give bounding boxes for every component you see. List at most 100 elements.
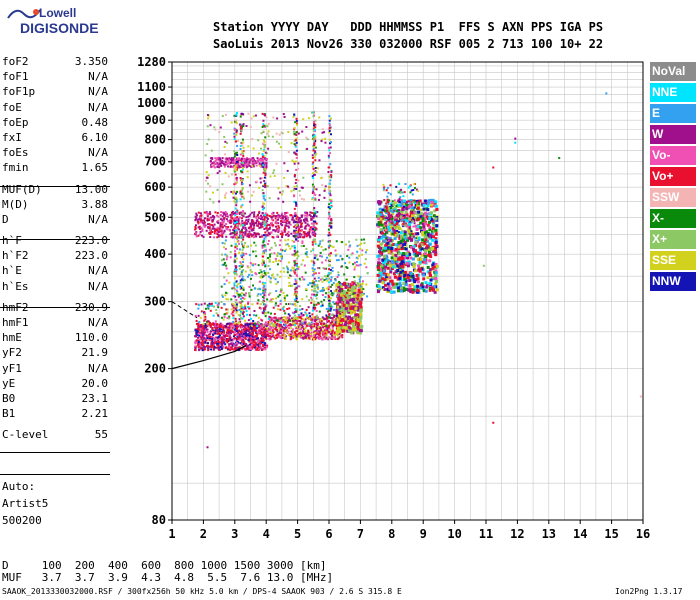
echo-point [298, 316, 301, 319]
echo-point [384, 254, 388, 258]
echo-point [356, 293, 360, 297]
echo-point [312, 167, 315, 170]
echo-point [414, 240, 418, 244]
echo-point [303, 320, 306, 323]
echo-point [356, 323, 360, 327]
echo-point [258, 226, 261, 229]
echo-point [230, 312, 233, 315]
echo-point [247, 220, 250, 223]
echo-point [328, 305, 331, 308]
echo-point [377, 261, 381, 265]
echo-point [236, 166, 239, 169]
echo-point [221, 226, 224, 229]
echo-point [239, 153, 242, 156]
echo-point [245, 230, 248, 233]
echo-point [419, 208, 423, 212]
echo-point [385, 238, 389, 242]
echo-point [348, 329, 352, 333]
echo-point [319, 331, 322, 334]
echo-point [424, 249, 428, 253]
echo-point [333, 316, 336, 319]
echo-point [403, 203, 406, 206]
echo-point [398, 208, 401, 211]
echo-point [390, 217, 394, 221]
echo-point [384, 209, 388, 213]
echo-point [229, 332, 232, 335]
echo-point [252, 345, 255, 348]
param-row: foF2 3.350 [2, 55, 110, 70]
echo-point [240, 129, 243, 132]
echo-point [400, 237, 403, 240]
echo-point [293, 219, 296, 222]
echo-point [401, 229, 404, 232]
echo-point [284, 216, 287, 219]
param-value: 2.21 [81, 407, 109, 421]
echo-point [292, 335, 295, 338]
echo-point [323, 322, 326, 325]
echo-point [195, 319, 198, 322]
echo-point [429, 278, 433, 282]
echo-point [412, 214, 415, 217]
echo-point [357, 288, 361, 292]
echo-point [235, 348, 238, 351]
param-name: h`E [2, 264, 22, 278]
echo-point [293, 283, 296, 286]
echo-point [399, 267, 403, 271]
echo-point [233, 230, 236, 233]
echo-point [263, 336, 266, 339]
echo-point [423, 235, 427, 239]
echo-point [329, 285, 332, 288]
echo-point [207, 333, 210, 336]
echo-point [210, 216, 213, 219]
echo-point [396, 225, 400, 229]
echo-point [286, 321, 289, 324]
echo-point [213, 305, 216, 308]
echo-point [199, 316, 202, 319]
echo-point [304, 221, 307, 224]
echo-point [311, 185, 314, 188]
echo-point [236, 328, 239, 331]
echo-point [293, 213, 296, 216]
echo-point [397, 190, 400, 193]
echo-point [228, 228, 231, 231]
echo-point [260, 235, 263, 238]
echo-point [242, 324, 245, 327]
echo-point [406, 238, 410, 242]
echo-point [256, 346, 259, 349]
echo-point [295, 262, 298, 265]
echo-point [326, 329, 329, 332]
echo-point [301, 318, 304, 321]
echo-point [398, 235, 402, 239]
echo-point [240, 124, 243, 127]
echo-point [210, 348, 213, 351]
echo-point [312, 281, 315, 284]
echo-point [294, 211, 297, 214]
echo-point [208, 211, 211, 214]
echo-point [255, 161, 258, 164]
echo-point [386, 273, 390, 277]
echo-point [379, 252, 383, 256]
echo-point [220, 221, 223, 224]
echo-point [327, 156, 330, 159]
echo-point [403, 204, 406, 207]
echo-point [203, 313, 206, 316]
echo-point [405, 273, 409, 277]
echo-point [232, 157, 235, 160]
param-value: 1.65 [81, 161, 109, 175]
echo-point [312, 177, 315, 180]
echo-point [253, 215, 256, 218]
echo-point [212, 225, 215, 228]
echo-point [264, 172, 267, 175]
echo-point [240, 165, 243, 168]
echo-point [401, 203, 405, 207]
echo-point [398, 282, 402, 286]
echo-point [196, 329, 199, 332]
echo-point [284, 224, 287, 227]
echo-point [399, 270, 403, 274]
echo-point [382, 189, 385, 192]
echo-point [237, 220, 240, 223]
echo-point [263, 161, 266, 164]
echo-point [295, 214, 298, 217]
echo-point [262, 260, 265, 263]
echo-point [404, 206, 407, 209]
